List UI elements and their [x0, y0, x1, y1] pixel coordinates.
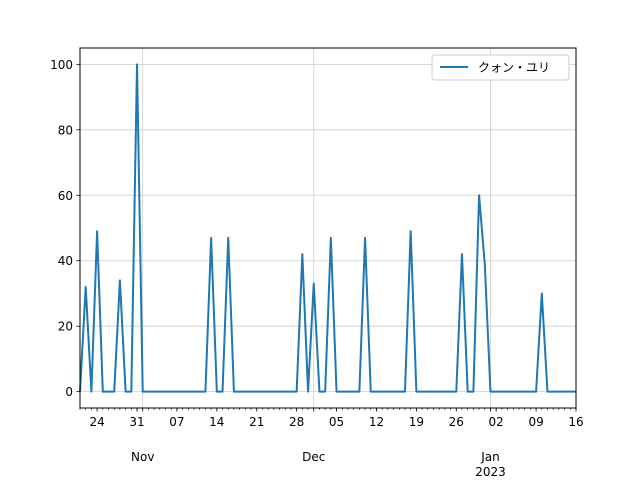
plot-frame — [79, 47, 577, 409]
x-tick-label: 07 — [169, 415, 184, 429]
y-tick-label: 0 — [65, 385, 73, 399]
y-tick-label: 100 — [50, 58, 73, 72]
x-tick-label: 28 — [289, 415, 304, 429]
x-tick-label: 24 — [89, 415, 104, 429]
x-tick-label: 31 — [129, 415, 144, 429]
x-tick-label: 16 — [568, 415, 583, 429]
y-tick-label: 40 — [58, 254, 73, 268]
y-tick-label: 20 — [58, 320, 73, 334]
legend-label: クォン・ユリ — [478, 61, 550, 75]
x-tick-label: 14 — [209, 415, 224, 429]
x-tick-label: 02 — [489, 415, 504, 429]
y-tick-label: 60 — [58, 189, 73, 203]
x-month-label: Dec — [302, 450, 325, 464]
series-line — [79, 63, 576, 393]
x-year-label: 2023 — [475, 465, 506, 479]
x-month-label: Jan — [480, 450, 500, 464]
x-month-label: Nov — [131, 450, 154, 464]
x-tick-label: 05 — [329, 415, 344, 429]
ticks — [76, 63, 577, 412]
x-tick-label: 21 — [249, 415, 264, 429]
x-tick-label: 09 — [528, 415, 543, 429]
series-layer — [79, 63, 576, 393]
legend-box — [431, 54, 570, 81]
x-tick-label: 12 — [369, 415, 384, 429]
x-tick-label: 26 — [449, 415, 464, 429]
x-tick-label: 19 — [409, 415, 424, 429]
y-tick-label: 80 — [58, 123, 73, 137]
legend: クォン・ユリ — [431, 54, 570, 81]
